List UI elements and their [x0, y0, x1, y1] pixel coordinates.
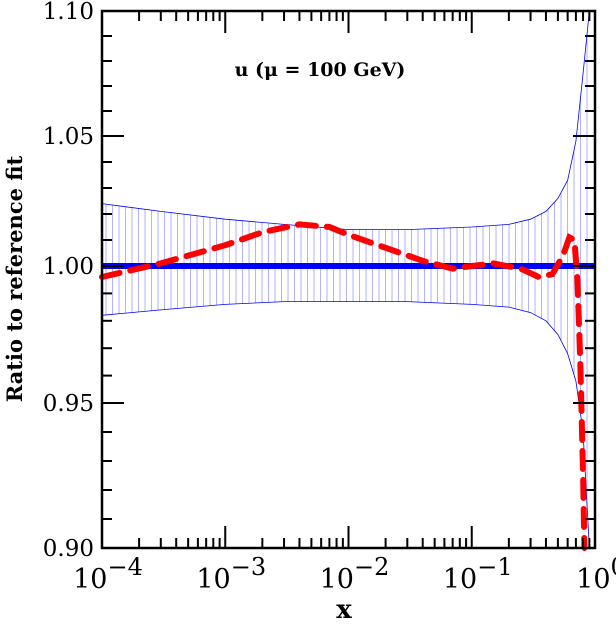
uncertainty-band — [101, 10, 590, 549]
plot-frame — [100, 9, 597, 550]
axis-ticks: 0.90 0.95 1.00 1.05 1.10 10−4 10−3 10−2 10−1 100 — [43, 0, 616, 595]
x-tick-label: 10−4 — [73, 553, 143, 595]
x-tick-label: 10−3 — [196, 553, 266, 595]
y-tick-label: 0.95 — [43, 391, 94, 417]
x-tick-label: 100 — [576, 553, 616, 595]
annotation: u (μ = 100 GeV) — [235, 59, 406, 81]
y-tick-label: 1.10 — [43, 0, 94, 25]
band-upper — [101, 10, 590, 231]
y-axis-label: Ratio to reference fit — [2, 155, 27, 402]
y-tick-label: 1.00 — [43, 254, 94, 280]
x-tick-label: 10−1 — [443, 553, 513, 595]
y-tick-label: 0.90 — [43, 536, 94, 562]
ratio-curve — [99, 221, 588, 551]
x-tick-label: 10−2 — [320, 553, 390, 595]
x-axis-label: x — [336, 595, 352, 625]
band-lower — [101, 301, 590, 549]
y-tick-label: 1.05 — [43, 124, 94, 150]
